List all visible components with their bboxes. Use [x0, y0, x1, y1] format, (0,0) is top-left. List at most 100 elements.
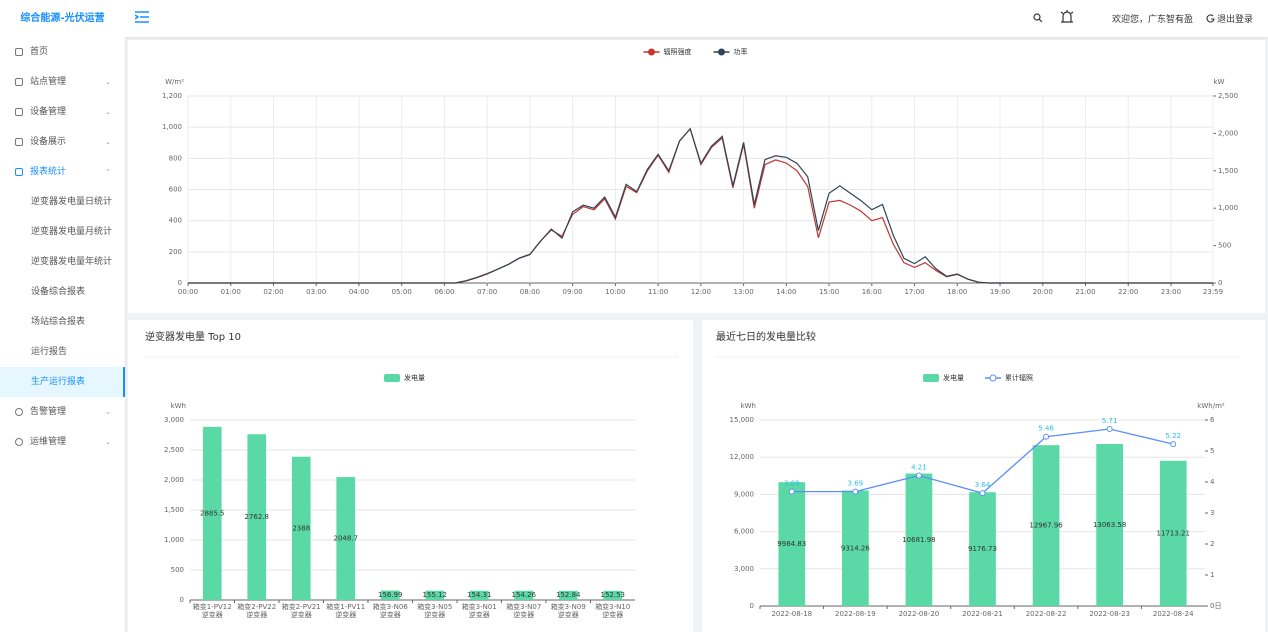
legend-label: 功率 — [734, 47, 748, 56]
y2-tick-label: 3 — [1210, 509, 1214, 517]
bar — [336, 477, 356, 600]
top-bar: 综合能源-光伏运营 欢迎您，广东智有盈 退出登录 — [0, 0, 1268, 37]
menu-item[interactable]: 运维管理 ⌄ — [0, 427, 125, 457]
logout-icon[interactable] — [1206, 14, 1215, 23]
menu-label: 生产运行报表 — [31, 377, 86, 387]
x-tick-label: 箱变3-N06逆变器 — [372, 603, 408, 619]
data-label: 2048.7 — [334, 535, 359, 543]
bar — [247, 434, 267, 600]
x-tick-label: 2022-08-18 — [771, 610, 812, 618]
x-tick-label: 20:00 — [1033, 288, 1053, 296]
submenu-item[interactable]: 生产运行报表 — [0, 367, 125, 397]
panel — [128, 40, 1265, 313]
submenu-item[interactable]: 运行报告 — [0, 337, 125, 367]
legend-label: 发电量 — [943, 373, 964, 382]
menu-label: 场站综合报表 — [31, 317, 86, 327]
y-tick-label: 400 — [169, 217, 182, 225]
x-tick-label: 19:00 — [990, 288, 1010, 296]
x-tick-label: 箱变2-PV21逆变器 — [281, 603, 321, 619]
legend-dot — [989, 374, 997, 382]
bar — [603, 590, 623, 600]
search-icon[interactable] — [1033, 13, 1043, 23]
menu-label: 告警管理 — [30, 407, 67, 417]
data-label: 2762.8 — [245, 513, 270, 521]
data-label: 5.22 — [1165, 432, 1181, 440]
y-tick-label: 12,000 — [730, 453, 755, 461]
bar — [1096, 444, 1123, 606]
y2-tick-label: 1 — [1210, 571, 1214, 579]
bar — [514, 590, 534, 600]
menu-item[interactable]: 设备管理 ⌄ — [0, 97, 125, 127]
submenu-item[interactable]: 设备综合报表 — [0, 277, 125, 307]
x-tick-label: 02:00 — [263, 288, 283, 296]
x-tick-label: 箱变3-N10逆变器 — [595, 603, 631, 619]
legend-dot — [648, 48, 655, 56]
data-label: 152.53 — [601, 591, 626, 599]
data-label: 154.31 — [467, 591, 492, 599]
y-tick-label: 1,000 — [162, 123, 182, 131]
y-tick-label: 3,000 — [734, 565, 754, 573]
menu-item[interactable]: 首页 — [0, 37, 125, 67]
x-tick-label: 15:00 — [819, 288, 839, 296]
submenu-item[interactable]: 逆变器发电量年统计 — [0, 247, 125, 277]
y2-tick-label: 1,500 — [1218, 167, 1238, 175]
bar — [778, 482, 806, 606]
menu-label: 报表统计 — [30, 167, 67, 177]
series-line — [188, 127, 1213, 284]
y-tick-label: 0 — [178, 279, 182, 287]
submenu-item[interactable]: 逆变器发电量日统计 — [0, 187, 125, 217]
legend-dot — [718, 48, 725, 56]
menu-label: 首页 — [30, 47, 49, 57]
menu-item[interactable]: 告警管理 ⌄ — [0, 397, 125, 427]
data-label: 4.21 — [911, 463, 927, 471]
y-tick-label: 0 — [750, 602, 754, 610]
bar — [469, 590, 489, 600]
data-label: 11713.21 — [1157, 529, 1190, 537]
x-tick-label: 10:00 — [605, 288, 625, 296]
menu-item[interactable]: 站点管理 ⌄ — [0, 67, 125, 97]
x-tick-label: 12:00 — [691, 288, 711, 296]
y-tick-label: 600 — [169, 186, 182, 194]
data-label: 2388 — [292, 524, 310, 532]
y2-tick-label: 2 — [1210, 540, 1214, 548]
menu-label: 设备展示 — [30, 137, 67, 147]
y2-tick-label: 0 — [1218, 279, 1222, 287]
x-tick-label: 06:00 — [434, 288, 454, 296]
y-tick-label: 15,000 — [730, 416, 755, 424]
x-tick-label: 2022-08-19 — [835, 610, 876, 618]
data-label: 10681.98 — [902, 536, 935, 544]
alarm-icon[interactable] — [1060, 10, 1074, 24]
data-label: 9176.73 — [968, 545, 997, 553]
bar — [380, 590, 400, 600]
x-tick-label: 18:00 — [947, 288, 967, 296]
point — [852, 488, 859, 495]
submenu-item[interactable]: 场站综合报表 — [0, 307, 125, 337]
x-tick-label: 16:00 — [862, 288, 882, 296]
bar — [1032, 445, 1060, 606]
logout[interactable]: 退出登录 — [1217, 15, 1254, 25]
x-tick-label: 箱变2-PV22逆变器 — [237, 603, 277, 619]
x-tick-label: 17:00 — [904, 288, 924, 296]
menu-item[interactable]: 报表统计 ⌃ — [0, 157, 125, 187]
data-label: 155.12 — [423, 591, 448, 599]
menu-label: 设备管理 — [30, 107, 67, 117]
menu-item[interactable]: 设备展示 ⌄ — [0, 127, 125, 157]
x-tick-label: 箱变3-N07逆变器 — [506, 603, 542, 619]
y-axis-label: kWh — [741, 402, 756, 410]
submenu-item[interactable]: 逆变器发电量月统计 — [0, 217, 125, 247]
data-label: 3.69 — [848, 480, 864, 488]
y2-tick-label: 5 — [1210, 447, 1214, 455]
data-label: 3.64 — [975, 481, 991, 489]
x-tick-label: 11:00 — [648, 288, 668, 296]
legend-label: 发电量 — [404, 373, 425, 382]
data-label: 9984.83 — [777, 540, 806, 548]
menu-toggle[interactable] — [135, 11, 149, 23]
menu-label: 逆变器发电量日统计 — [31, 197, 113, 207]
point — [788, 488, 795, 495]
legend-label: 辐照强度 — [664, 47, 692, 56]
data-label: 156.99 — [378, 591, 403, 599]
y2-tick-label: 500 — [1218, 242, 1231, 250]
y-tick-label: 1,000 — [164, 536, 184, 544]
x-tick-label: 07:00 — [477, 288, 497, 296]
data-label: 5.46 — [1038, 425, 1054, 433]
